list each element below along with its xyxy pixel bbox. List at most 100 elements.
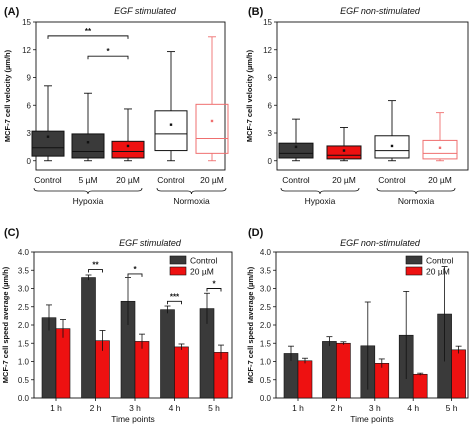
y-tick-label: 3.5 bbox=[18, 266, 30, 275]
x-tick-label: 4 h bbox=[407, 403, 419, 413]
y-tick-label: 0 bbox=[268, 157, 273, 166]
significance-bracket bbox=[167, 300, 182, 305]
box-0 bbox=[278, 118, 314, 162]
y-tick-label: 2.5 bbox=[18, 303, 30, 312]
x-tick-label: 3 h bbox=[369, 403, 381, 413]
legend-label: 20 µM bbox=[426, 267, 450, 277]
significance-label: ** bbox=[85, 27, 92, 36]
significance-label: *** bbox=[170, 292, 180, 301]
y-tick-label: 6 bbox=[27, 101, 32, 110]
y-tick-label: 1.0 bbox=[260, 358, 272, 367]
significance-label: ** bbox=[92, 261, 99, 270]
category-label: 20 µM bbox=[332, 175, 356, 185]
mean-marker bbox=[210, 119, 214, 123]
bar bbox=[134, 341, 150, 399]
panel-0: (A) EGF stimulated MCF-7 cell velocity (µm… bbox=[3, 6, 229, 206]
significance-bracket bbox=[88, 269, 103, 273]
x-axis-label: Time points bbox=[111, 414, 155, 424]
panel-label: (A) bbox=[4, 6, 20, 18]
panel-label: (D) bbox=[248, 227, 264, 239]
box-body bbox=[31, 130, 65, 157]
category-label: 20 µM bbox=[116, 175, 140, 185]
x-tick-label: 5 h bbox=[446, 403, 458, 413]
box-1 bbox=[71, 92, 105, 162]
x-tick-label: 4 h bbox=[169, 403, 181, 413]
bar bbox=[322, 341, 337, 399]
box-2 bbox=[374, 100, 410, 162]
y-axis-label: MCF-7 cell speed average (µm/h) bbox=[246, 266, 255, 383]
significance-label: * bbox=[106, 47, 110, 56]
mean-marker bbox=[390, 144, 394, 148]
mean-marker bbox=[126, 144, 130, 148]
y-axis-label: MCF-7 cell velocity (µm/h) bbox=[3, 49, 12, 142]
bar bbox=[297, 360, 313, 399]
mean-marker bbox=[86, 141, 90, 144]
significance-bracket bbox=[47, 35, 129, 39]
group-brace bbox=[376, 187, 456, 195]
significance-label: * bbox=[133, 265, 137, 274]
box-body bbox=[71, 133, 105, 159]
box-body bbox=[422, 139, 458, 160]
panel-1: (B) EGF non-stimulated MCF-7 cell velocity… bbox=[245, 6, 469, 206]
y-tick-label: 3.0 bbox=[18, 285, 30, 294]
y-tick-label: 3 bbox=[268, 129, 273, 138]
box-body bbox=[195, 103, 229, 154]
panel-label: (B) bbox=[248, 6, 264, 18]
mean-marker bbox=[294, 145, 298, 149]
y-tick-label: 3 bbox=[27, 129, 32, 138]
panel-3: (D) EGF non-stimulated MCF-7 cell speed av… bbox=[246, 227, 469, 424]
panel-label: (C) bbox=[4, 227, 20, 239]
box-1 bbox=[326, 126, 362, 162]
mean-marker bbox=[438, 146, 442, 149]
legend-swatch bbox=[169, 266, 187, 276]
y-tick-label: 2.5 bbox=[260, 303, 272, 312]
y-tick-label: 6 bbox=[268, 101, 273, 110]
mean-marker bbox=[342, 149, 346, 152]
plot-frame bbox=[35, 21, 226, 171]
x-tick-label: 5 h bbox=[208, 403, 220, 413]
box-body bbox=[154, 110, 188, 152]
chart-title: EGF stimulated bbox=[119, 238, 182, 248]
bar bbox=[55, 328, 71, 399]
group-brace bbox=[280, 187, 360, 195]
bar bbox=[451, 349, 466, 399]
x-tick-label: 1 h bbox=[292, 403, 304, 413]
y-axis-label: MCF-7 cell velocity (µm/h) bbox=[245, 49, 254, 142]
legend-swatch bbox=[405, 266, 423, 276]
legend-swatch bbox=[169, 255, 187, 265]
y-tick-label: 4.0 bbox=[260, 248, 272, 257]
group-brace bbox=[33, 187, 143, 195]
y-tick-label: 12 bbox=[263, 46, 272, 55]
y-tick-label: 9 bbox=[268, 74, 273, 83]
group-label: Hypoxia bbox=[305, 196, 336, 206]
y-tick-label: 2.0 bbox=[18, 321, 30, 330]
y-tick-label: 15 bbox=[263, 18, 272, 27]
x-tick-label: 2 h bbox=[330, 403, 342, 413]
bar bbox=[412, 373, 428, 399]
chart-title: EGF stimulated bbox=[114, 6, 177, 16]
y-tick-label: 3.5 bbox=[260, 266, 272, 275]
legend-label: Control bbox=[190, 256, 218, 266]
box-body bbox=[278, 142, 314, 159]
category-label: Control bbox=[282, 175, 310, 185]
significance-label: * bbox=[212, 280, 216, 289]
significance-bracket bbox=[206, 288, 222, 292]
y-tick-label: 1.5 bbox=[18, 339, 30, 348]
chart-title: EGF non-stimulated bbox=[340, 6, 421, 16]
y-tick-label: 12 bbox=[22, 46, 31, 55]
y-tick-label: 1.0 bbox=[18, 358, 30, 367]
bar bbox=[160, 309, 175, 399]
category-label: Control bbox=[157, 175, 185, 185]
significance-bracket bbox=[87, 55, 129, 60]
x-tick-label: 2 h bbox=[90, 403, 102, 413]
y-tick-label: 2.0 bbox=[260, 321, 272, 330]
box-2 bbox=[111, 108, 145, 162]
legend-swatch bbox=[405, 255, 423, 265]
y-tick-label: 0.0 bbox=[260, 394, 272, 403]
box-3 bbox=[154, 51, 188, 162]
bar bbox=[174, 346, 189, 399]
category-label: Control bbox=[34, 175, 62, 185]
chart-title: EGF non-stimulated bbox=[340, 238, 421, 248]
x-axis-label: Time points bbox=[350, 414, 394, 424]
